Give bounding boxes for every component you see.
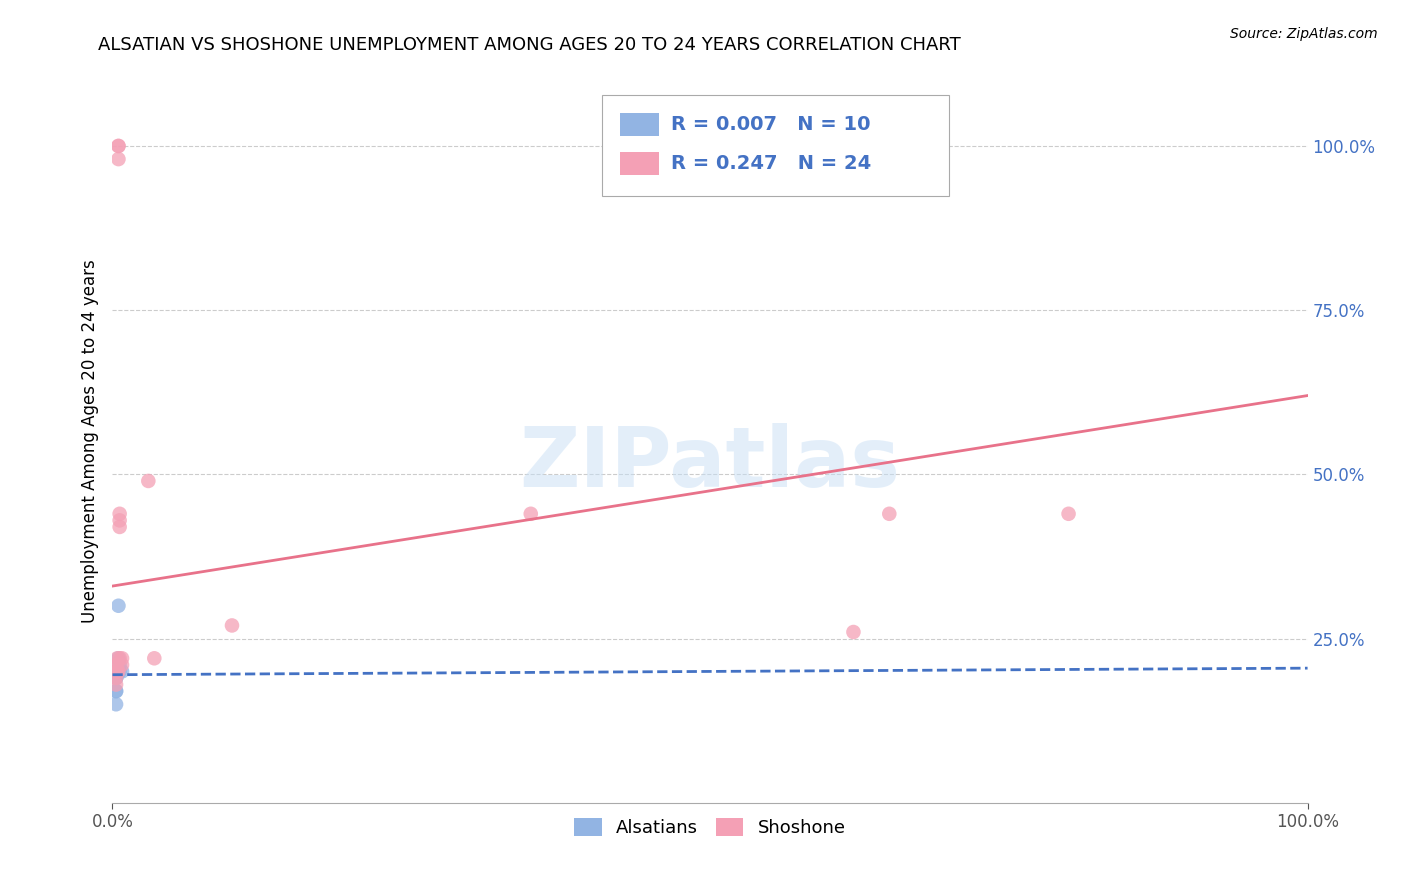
Point <box>108 651 131 665</box>
Point <box>107 599 129 613</box>
Legend: Alsatians, Shoshone: Alsatians, Shoshone <box>567 811 853 845</box>
FancyBboxPatch shape <box>620 152 658 175</box>
Point <box>138 474 160 488</box>
FancyBboxPatch shape <box>620 112 658 136</box>
Point <box>105 665 128 679</box>
Point <box>108 520 131 534</box>
FancyBboxPatch shape <box>603 95 949 196</box>
Point <box>105 657 128 672</box>
Point <box>108 507 131 521</box>
Point <box>105 677 128 691</box>
Y-axis label: Unemployment Among Ages 20 to 24 years: Unemployment Among Ages 20 to 24 years <box>80 260 98 624</box>
Text: R = 0.247   N = 24: R = 0.247 N = 24 <box>671 153 870 173</box>
Point <box>107 139 129 153</box>
Point <box>107 139 129 153</box>
Point <box>105 671 128 685</box>
Point <box>105 671 128 685</box>
Point <box>842 625 865 640</box>
Point <box>105 651 128 665</box>
Point <box>143 651 166 665</box>
Point <box>111 651 134 665</box>
Point <box>111 657 134 672</box>
Point <box>520 507 543 521</box>
Point <box>108 657 131 672</box>
Text: ZIPatlas: ZIPatlas <box>520 423 900 504</box>
Point <box>105 657 128 672</box>
Point <box>107 152 129 166</box>
Point <box>111 665 134 679</box>
Point <box>879 507 901 521</box>
Text: R = 0.007   N = 10: R = 0.007 N = 10 <box>671 115 870 134</box>
Point <box>105 698 128 712</box>
Point <box>107 665 129 679</box>
Point <box>105 665 128 679</box>
Point <box>105 684 128 698</box>
Point <box>105 671 128 685</box>
Point <box>221 618 243 632</box>
Text: Source: ZipAtlas.com: Source: ZipAtlas.com <box>1230 27 1378 41</box>
Point <box>1057 507 1080 521</box>
Point <box>107 651 129 665</box>
Point <box>105 684 128 698</box>
Point <box>108 665 131 679</box>
Point <box>108 513 131 527</box>
Text: ALSATIAN VS SHOSHONE UNEMPLOYMENT AMONG AGES 20 TO 24 YEARS CORRELATION CHART: ALSATIAN VS SHOSHONE UNEMPLOYMENT AMONG … <box>98 36 962 54</box>
